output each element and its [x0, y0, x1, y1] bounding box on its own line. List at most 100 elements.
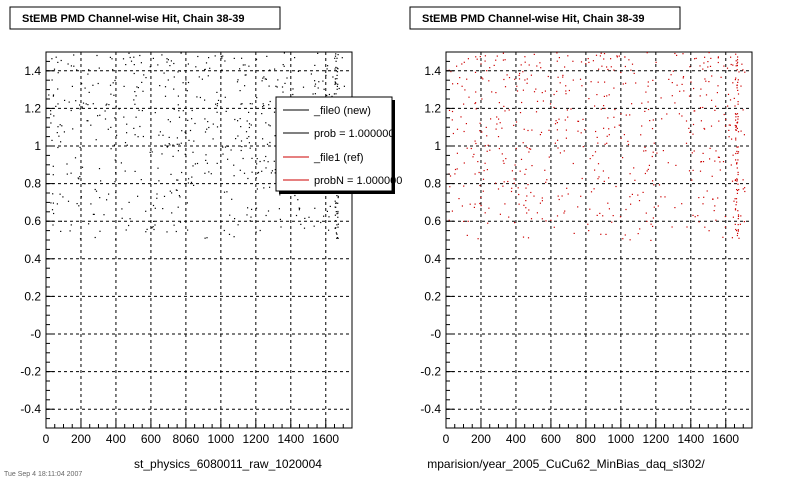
- hit-point: [250, 216, 252, 218]
- hit-point: [625, 114, 627, 116]
- hit-point: [53, 68, 56, 70]
- hit-point: [603, 105, 605, 107]
- hit-point: [106, 199, 108, 201]
- hit-point: [73, 54, 75, 56]
- hit-point: [66, 163, 68, 165]
- hit-point: [262, 103, 264, 105]
- hit-point: [474, 102, 476, 105]
- hit-point: [57, 103, 59, 105]
- x-tick-label: 200: [471, 432, 491, 446]
- hit-point: [52, 94, 55, 96]
- legend-entry-new: _file0 (new): [313, 105, 371, 117]
- hit-point: [57, 146, 59, 149]
- hit-point: [60, 59, 62, 62]
- hit-point: [737, 93, 740, 95]
- hit-point: [137, 87, 139, 89]
- hit-point: [739, 223, 741, 225]
- hit-point: [463, 162, 465, 164]
- hit-point: [608, 208, 610, 210]
- hit-point: [607, 202, 609, 204]
- hit-point: [737, 229, 739, 231]
- hit-point: [134, 134, 136, 136]
- hit-point: [498, 118, 500, 120]
- hit-point: [596, 214, 598, 216]
- hit-point: [736, 146, 738, 148]
- hit-point: [343, 85, 345, 87]
- hit-point: [518, 203, 520, 205]
- hit-point: [692, 133, 694, 135]
- hit-point: [52, 224, 54, 226]
- hit-point: [513, 178, 515, 180]
- hit-point: [717, 61, 719, 64]
- hit-point: [262, 77, 264, 79]
- left-x-axis-label: st_physics_6080011_raw_1020004: [134, 457, 322, 471]
- hit-point: [268, 85, 270, 87]
- hit-point: [503, 181, 505, 183]
- hit-point: [193, 184, 195, 186]
- hit-point: [222, 153, 224, 155]
- hit-point: [212, 123, 214, 125]
- hit-point: [662, 150, 664, 152]
- hit-point: [137, 136, 139, 138]
- hit-point: [736, 69, 738, 71]
- hit-point: [240, 126, 242, 128]
- hit-point: [640, 134, 642, 136]
- hit-point: [580, 132, 582, 134]
- hit-point: [525, 207, 527, 209]
- hit-point: [152, 226, 154, 228]
- hit-point: [734, 105, 736, 107]
- hit-point: [110, 93, 112, 95]
- hit-point: [530, 148, 532, 150]
- hit-point: [323, 88, 325, 90]
- hit-point: [79, 104, 81, 106]
- x-tick-label: 1000: [208, 432, 235, 446]
- hit-point: [541, 92, 543, 94]
- hit-point: [627, 143, 630, 146]
- hit-point: [334, 68, 336, 70]
- hit-point: [84, 87, 86, 89]
- legend-box: [275, 96, 393, 192]
- hit-point: [558, 198, 560, 201]
- hit-point: [718, 156, 720, 158]
- hit-point: [708, 81, 710, 83]
- hit-point: [463, 61, 465, 63]
- hit-point: [648, 164, 650, 166]
- hit-point: [59, 124, 61, 126]
- hit-point: [269, 141, 271, 144]
- hit-point: [256, 188, 258, 190]
- hit-point: [736, 65, 738, 67]
- hit-point: [189, 129, 192, 132]
- hit-point: [84, 183, 86, 185]
- hit-point: [497, 136, 500, 138]
- hit-point: [561, 195, 563, 197]
- hit-point: [261, 113, 263, 115]
- hit-point: [573, 232, 575, 234]
- hit-point: [176, 179, 178, 181]
- hit-point: [606, 142, 608, 144]
- hit-point: [242, 64, 244, 66]
- hit-point: [335, 53, 337, 55]
- hit-point: [92, 84, 94, 86]
- hit-point: [517, 187, 519, 189]
- hit-point: [78, 205, 80, 207]
- hit-point: [711, 99, 713, 101]
- hit-point: [168, 136, 170, 138]
- hit-point: [300, 223, 302, 225]
- hit-point: [502, 59, 504, 61]
- hit-point: [151, 151, 153, 153]
- hit-point: [594, 105, 596, 107]
- hit-point: [112, 82, 114, 84]
- hit-point: [265, 78, 267, 80]
- hit-point: [508, 109, 510, 111]
- hit-point: [240, 149, 242, 152]
- hit-point: [159, 85, 161, 87]
- hit-point: [737, 131, 740, 133]
- hit-point: [337, 237, 339, 239]
- hit-point: [489, 149, 491, 151]
- hit-point: [133, 72, 135, 75]
- hit-point: [518, 78, 521, 80]
- hit-point: [115, 105, 117, 107]
- hit-point: [725, 118, 727, 121]
- hit-point: [514, 222, 516, 224]
- hit-point: [454, 173, 456, 175]
